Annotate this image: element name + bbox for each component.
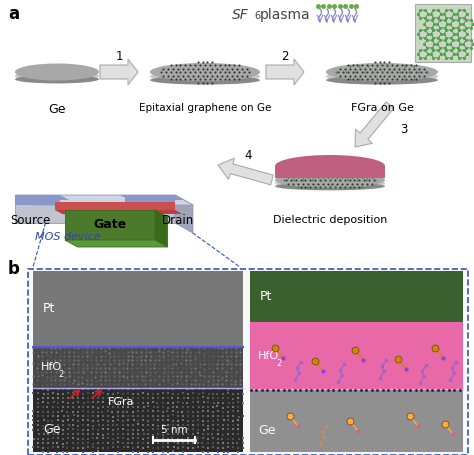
Text: 4: 4	[245, 149, 252, 162]
Ellipse shape	[150, 63, 260, 81]
Polygon shape	[125, 195, 175, 205]
Polygon shape	[55, 202, 175, 210]
Text: Ge: Ge	[43, 423, 61, 436]
Text: Gate: Gate	[93, 218, 127, 232]
Text: HfO: HfO	[258, 351, 279, 361]
Polygon shape	[355, 102, 394, 147]
Ellipse shape	[275, 172, 385, 188]
Text: 6: 6	[254, 11, 260, 21]
Text: FGra: FGra	[108, 397, 135, 407]
Polygon shape	[155, 210, 168, 247]
Bar	[33, 347, 243, 388]
Polygon shape	[15, 195, 69, 200]
Polygon shape	[218, 158, 273, 185]
Text: HfO: HfO	[41, 363, 62, 373]
Bar	[250, 271, 463, 322]
Bar	[33, 388, 243, 452]
Ellipse shape	[326, 76, 438, 85]
Text: Source: Source	[10, 213, 50, 227]
Text: 3: 3	[400, 123, 407, 136]
Text: plasma: plasma	[260, 8, 310, 22]
Text: Pt: Pt	[260, 290, 273, 303]
Ellipse shape	[15, 70, 99, 82]
Text: b: b	[8, 260, 20, 278]
Polygon shape	[15, 195, 60, 205]
Polygon shape	[15, 195, 193, 205]
Text: FGra on Ge: FGra on Ge	[351, 103, 413, 113]
Polygon shape	[120, 195, 184, 200]
Ellipse shape	[326, 63, 438, 81]
Bar	[33, 271, 243, 452]
Ellipse shape	[326, 70, 438, 83]
FancyBboxPatch shape	[28, 269, 468, 455]
Ellipse shape	[150, 70, 260, 83]
Ellipse shape	[150, 76, 260, 85]
Polygon shape	[266, 59, 304, 85]
Ellipse shape	[275, 155, 385, 177]
Text: Ge: Ge	[258, 424, 275, 437]
Ellipse shape	[15, 64, 99, 81]
Text: MOS device: MOS device	[35, 232, 101, 242]
Text: 2: 2	[281, 51, 289, 64]
Bar	[250, 390, 463, 452]
Polygon shape	[15, 195, 175, 223]
Text: Dielectric deposition: Dielectric deposition	[273, 215, 387, 225]
Polygon shape	[175, 195, 193, 233]
Ellipse shape	[275, 178, 385, 189]
Text: SF: SF	[232, 8, 249, 22]
Polygon shape	[55, 210, 182, 214]
Text: Pt: Pt	[43, 303, 55, 315]
FancyBboxPatch shape	[275, 166, 385, 178]
Bar	[250, 322, 463, 390]
Text: Epitaxial graphene on Ge: Epitaxial graphene on Ge	[139, 103, 271, 113]
Text: 2: 2	[276, 359, 281, 368]
Bar	[415, 4, 471, 62]
Polygon shape	[65, 240, 168, 247]
Ellipse shape	[15, 75, 99, 83]
Text: Ge: Ge	[48, 103, 66, 116]
Text: 5 nm: 5 nm	[161, 425, 187, 435]
Polygon shape	[65, 210, 155, 240]
Polygon shape	[100, 59, 138, 85]
Text: Drain: Drain	[162, 213, 194, 227]
Bar	[33, 271, 243, 347]
Ellipse shape	[275, 182, 385, 190]
Text: 1: 1	[115, 51, 123, 64]
Text: 2: 2	[58, 369, 63, 379]
Text: a: a	[8, 5, 19, 23]
